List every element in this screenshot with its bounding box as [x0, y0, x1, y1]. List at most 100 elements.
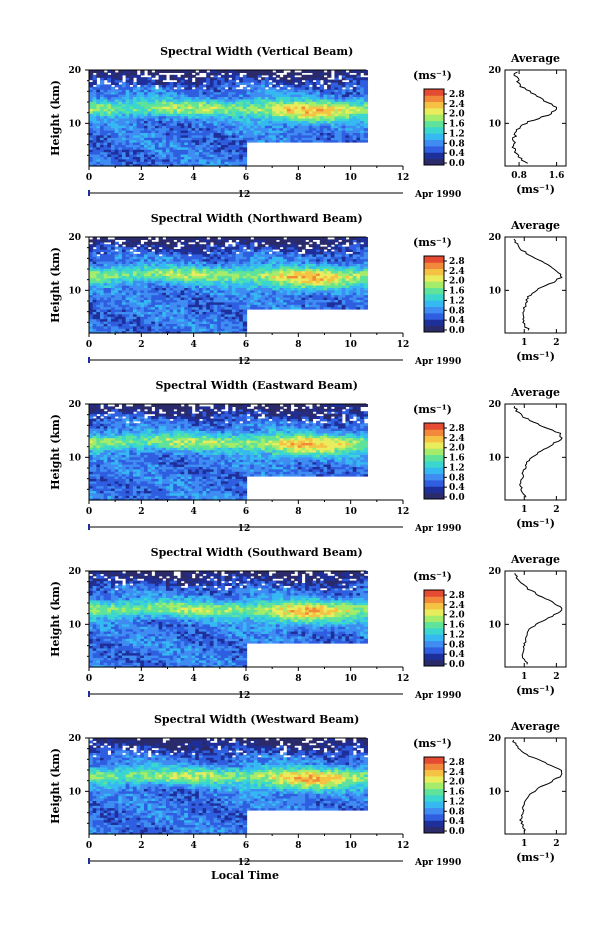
heatmap-cell: [231, 263, 237, 267]
heatmap-cell: [283, 98, 288, 102]
heatmap-cell: [279, 280, 284, 284]
heatmap-cell: [283, 299, 288, 303]
heatmap-cell: [283, 294, 288, 298]
heatmap-cell: [184, 292, 189, 296]
heatmap-cell: [220, 134, 226, 138]
heatmap-cell: [184, 263, 189, 267]
heatmap-cell: [209, 134, 215, 138]
heatmap-cell: [330, 89, 336, 93]
heatmap-cell: [209, 122, 215, 126]
heatmap-cell: [316, 91, 321, 95]
heatmap-cell: [114, 318, 119, 322]
heatmap-cell: [173, 154, 178, 157]
heatmap-cell: [297, 261, 303, 264]
heatmap-cell: [114, 161, 119, 165]
heatmap-cell: [308, 249, 314, 252]
heatmap-cell: [228, 139, 233, 143]
heatmap-cell: [323, 82, 328, 85]
heatmap-cell: [173, 139, 178, 143]
heatmap-cell: [114, 321, 119, 324]
heatmap-cell: [89, 101, 94, 105]
heatmap-cell: [198, 253, 204, 257]
heatmap-cell: [187, 328, 193, 332]
heatmap-cell: [107, 268, 112, 272]
heatmap-cell: [107, 282, 112, 286]
heatmap-cell: [89, 103, 94, 107]
heatmap-cell: [191, 94, 196, 97]
heatmap-cell: [202, 330, 207, 334]
heatmap-cell: [275, 125, 281, 129]
heatmap-cell: [180, 96, 185, 100]
heatmap-cell: [290, 280, 295, 284]
heatmap-cell: [246, 137, 251, 141]
heatmap-cell: [231, 323, 237, 327]
heatmap-cell: [275, 294, 281, 298]
heatmap-cell: [345, 132, 350, 136]
heatmap-cell: [154, 79, 160, 83]
heatmap-cell: [301, 261, 306, 264]
heatmap-cell: [132, 74, 138, 78]
heatmap-cell: [257, 241, 262, 245]
heatmap-cell: [173, 304, 178, 308]
heatmap-cell: [180, 306, 185, 310]
heatmap-cell: [180, 299, 185, 303]
heatmap-cell: [290, 127, 295, 131]
heatmap-cells: [89, 70, 369, 167]
heatmap-cell: [312, 253, 317, 257]
heatmap-cell: [217, 270, 222, 274]
heatmap-cell: [136, 118, 141, 121]
heatmap-cell: [231, 282, 237, 286]
heatmap-cell: [334, 106, 339, 109]
heatmap-cell: [140, 161, 145, 165]
heatmap-cell: [118, 125, 123, 129]
heatmap-cell: [220, 289, 226, 293]
heatmap-cell: [132, 120, 138, 124]
heatmap-cell: [180, 268, 185, 272]
heatmap-cell: [147, 142, 152, 145]
heatmap-cell: [173, 285, 178, 288]
heatmap-cell: [195, 106, 200, 109]
heatmap-cell: [125, 265, 130, 269]
heatmap-cell: [121, 328, 127, 332]
heatmap-cell: [176, 321, 182, 324]
heatmap-cell: [165, 103, 171, 107]
heatmap-cell: [330, 98, 336, 102]
heatmap-cell: [323, 139, 328, 143]
heatmap-cell: [129, 82, 134, 85]
heatmap-cell: [202, 108, 207, 112]
heatmap-cell: [125, 158, 130, 162]
heatmap-cell: [191, 237, 196, 240]
heatmap-cell: [341, 89, 347, 93]
heatmap-cell: [165, 146, 171, 150]
heatmap-cell: [107, 146, 112, 150]
heatmap-cell: [103, 72, 108, 76]
heatmap-cell: [103, 142, 108, 145]
heatmap-cell: [319, 306, 325, 310]
heatmap-cell: [338, 108, 343, 112]
heatmap-cell: [99, 144, 105, 148]
heatmap-cell: [217, 294, 222, 298]
heatmap-cell: [140, 321, 145, 324]
heatmap-cell: [341, 127, 347, 131]
heatmap-cell: [305, 139, 310, 143]
heatmap-cell: [213, 330, 218, 334]
heatmap-cell: [158, 292, 163, 296]
heatmap-cell: [143, 139, 149, 143]
heatmap-cell: [140, 270, 145, 274]
heatmap-cell: [209, 251, 215, 255]
heatmap-cell: [345, 101, 350, 105]
heatmap-cell: [195, 304, 200, 308]
heatmap-cell: [360, 134, 365, 138]
heatmap-cell: [239, 285, 244, 288]
heatmap-cell: [323, 251, 328, 255]
heatmap-cell: [360, 125, 365, 129]
heatmap-cell: [272, 304, 277, 308]
heatmap-cell: [162, 263, 167, 267]
heatmap-cell: [316, 251, 321, 255]
heatmap-cell: [169, 265, 174, 269]
heatmap-cell: [162, 268, 167, 272]
heatmap-cell: [250, 130, 255, 133]
heatmap-cell: [195, 125, 200, 129]
heatmap-cell: [118, 273, 123, 276]
